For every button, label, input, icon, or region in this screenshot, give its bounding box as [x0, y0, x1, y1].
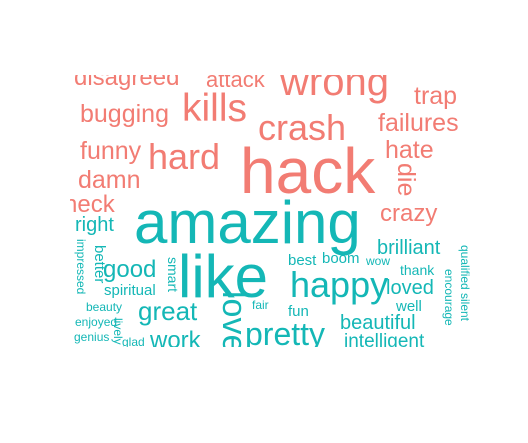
word-wrong: wrong	[280, 75, 389, 104]
word-attack: attack	[206, 75, 265, 92]
word-silent: silent	[458, 293, 472, 322]
word-right: right	[75, 214, 114, 236]
word-trap: trap	[414, 82, 458, 110]
word-hate: hate	[385, 136, 434, 164]
word-cloud: disagreed attack wrong trap bugging kill…	[70, 75, 475, 347]
word-enjoyed: enjoyed	[75, 315, 118, 329]
word-neck: neck	[70, 191, 115, 218]
word-die: die	[392, 163, 420, 197]
word-damn: damn	[78, 166, 141, 194]
word-disagreed: disagreed	[74, 75, 180, 91]
word-like: like	[178, 243, 269, 310]
word-pretty: pretty	[245, 316, 326, 347]
word-fun: fun	[288, 303, 309, 320]
word-smart: smart	[165, 257, 181, 292]
word-kills: kills	[182, 87, 247, 130]
word-funny: funny	[80, 137, 142, 165]
word-hack: hack	[240, 135, 376, 207]
word-spiritual: spiritual	[104, 282, 156, 299]
word-wow: wow	[366, 254, 391, 268]
word-brilliant: brilliant	[377, 237, 441, 259]
word-boom: boom	[322, 250, 360, 267]
word-crash: crash	[258, 107, 347, 148]
word-best: best	[288, 252, 317, 269]
word-qualified: qualified	[458, 245, 472, 290]
word-glad: glad	[122, 335, 145, 347]
word-hard: hard	[148, 136, 221, 177]
word-thank: thank	[400, 262, 435, 278]
word-well: well	[396, 298, 422, 315]
word-amazing: amazing	[134, 189, 361, 256]
word-genius: genius	[74, 330, 110, 344]
word-great: great	[138, 296, 198, 326]
word-fair: fair	[252, 298, 269, 312]
word-intelligent: intelligent	[344, 331, 425, 347]
word-bugging: bugging	[80, 100, 169, 128]
word-beauty: beauty	[86, 300, 123, 314]
word-work: work	[150, 327, 201, 348]
word-crazy: crazy	[380, 200, 438, 227]
word-good: good	[103, 256, 157, 283]
word-impressed: impressed	[74, 239, 88, 295]
word-beautiful: beautiful	[340, 312, 416, 334]
word-encourage: encourage	[442, 269, 456, 326]
word-failures: failures	[378, 109, 459, 137]
word-happy: happy	[290, 264, 389, 305]
word-loved: loved	[386, 277, 434, 299]
